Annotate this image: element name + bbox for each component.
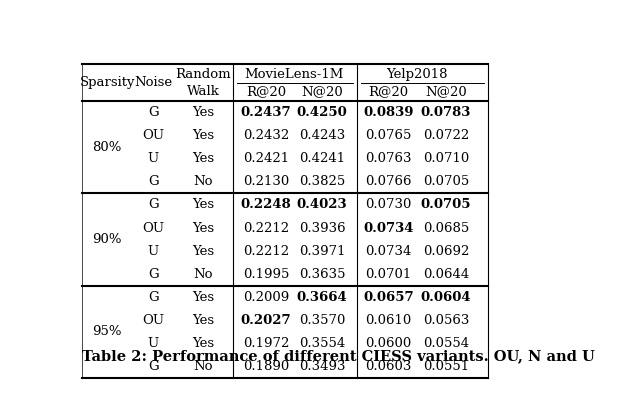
Text: Yes: Yes: [192, 245, 214, 258]
Text: Yes: Yes: [192, 106, 214, 119]
Text: 0.0685: 0.0685: [423, 221, 469, 235]
Text: G: G: [148, 360, 159, 373]
Text: U: U: [148, 337, 159, 350]
Text: G: G: [148, 106, 159, 119]
Text: 0.0722: 0.0722: [423, 129, 469, 142]
Text: 0.2421: 0.2421: [243, 152, 289, 165]
Text: 0.0783: 0.0783: [421, 106, 471, 119]
Text: Yes: Yes: [192, 129, 214, 142]
Text: 0.0604: 0.0604: [420, 291, 472, 304]
Text: 0.3570: 0.3570: [299, 314, 345, 327]
Text: 0.2009: 0.2009: [243, 291, 289, 304]
Text: 0.2027: 0.2027: [241, 314, 291, 327]
Text: No: No: [193, 176, 212, 188]
Text: 0.2212: 0.2212: [243, 245, 289, 258]
Text: 0.0603: 0.0603: [365, 360, 412, 373]
Text: 0.2437: 0.2437: [241, 106, 291, 119]
Text: 0.4023: 0.4023: [297, 198, 348, 211]
Text: 0.0657: 0.0657: [363, 291, 414, 304]
Text: 0.4250: 0.4250: [297, 106, 348, 119]
Text: 0.0710: 0.0710: [423, 152, 469, 165]
Text: 0.2212: 0.2212: [243, 221, 289, 235]
Text: 0.2432: 0.2432: [243, 129, 289, 142]
Text: 0.3664: 0.3664: [297, 291, 348, 304]
Text: Noise: Noise: [134, 76, 172, 89]
Text: 0.0766: 0.0766: [365, 176, 412, 188]
Text: G: G: [148, 267, 159, 281]
Text: N@20: N@20: [425, 85, 467, 99]
Text: 0.3493: 0.3493: [299, 360, 346, 373]
Text: OU: OU: [142, 314, 164, 327]
Text: Yes: Yes: [192, 314, 214, 327]
Text: 80%: 80%: [93, 141, 122, 154]
Text: 0.0705: 0.0705: [420, 198, 471, 211]
Text: No: No: [193, 267, 212, 281]
Text: 0.2130: 0.2130: [243, 176, 289, 188]
Text: Yes: Yes: [192, 198, 214, 211]
Text: 0.0765: 0.0765: [365, 129, 412, 142]
Text: Walk: Walk: [187, 85, 220, 99]
Text: R@20: R@20: [369, 85, 408, 99]
Text: 0.1995: 0.1995: [243, 267, 289, 281]
Text: 0.0763: 0.0763: [365, 152, 412, 165]
Text: 0.0730: 0.0730: [365, 198, 412, 211]
Text: 0.3554: 0.3554: [299, 337, 345, 350]
Text: Yelp2018: Yelp2018: [387, 68, 448, 81]
Text: U: U: [148, 245, 159, 258]
Text: 0.0692: 0.0692: [423, 245, 469, 258]
Text: G: G: [148, 198, 159, 211]
Text: Yes: Yes: [192, 291, 214, 304]
Text: N@20: N@20: [301, 85, 343, 99]
Text: G: G: [148, 291, 159, 304]
Text: 0.0610: 0.0610: [365, 314, 412, 327]
Text: 0.0734: 0.0734: [364, 221, 414, 235]
Text: 95%: 95%: [93, 325, 122, 338]
Text: 0.0644: 0.0644: [423, 267, 469, 281]
Text: U: U: [148, 152, 159, 165]
Text: 0.1972: 0.1972: [243, 337, 289, 350]
Text: 0.4243: 0.4243: [299, 129, 345, 142]
Text: 0.3825: 0.3825: [299, 176, 345, 188]
Text: R@20: R@20: [246, 85, 286, 99]
Text: OU: OU: [142, 129, 164, 142]
Text: Random: Random: [175, 68, 231, 81]
Text: 0.4241: 0.4241: [299, 152, 345, 165]
Text: 0.0839: 0.0839: [364, 106, 414, 119]
Text: 0.0600: 0.0600: [365, 337, 412, 350]
Text: Yes: Yes: [192, 337, 214, 350]
Text: G: G: [148, 176, 159, 188]
Text: 0.0554: 0.0554: [423, 337, 469, 350]
Text: No: No: [193, 360, 212, 373]
Text: MovieLens-1M: MovieLens-1M: [244, 68, 344, 81]
Text: 0.0551: 0.0551: [423, 360, 469, 373]
Text: Sparsity: Sparsity: [79, 76, 135, 89]
Text: 0.2248: 0.2248: [241, 198, 291, 211]
Text: Yes: Yes: [192, 152, 214, 165]
Text: 0.3971: 0.3971: [299, 245, 346, 258]
Text: 0.0563: 0.0563: [423, 314, 469, 327]
Text: 0.0734: 0.0734: [365, 245, 412, 258]
Text: 0.3936: 0.3936: [299, 221, 346, 235]
Text: 0.0705: 0.0705: [423, 176, 469, 188]
Text: 0.0701: 0.0701: [365, 267, 412, 281]
Text: 0.3635: 0.3635: [299, 267, 346, 281]
Text: OU: OU: [142, 221, 164, 235]
Text: Yes: Yes: [192, 221, 214, 235]
Text: 0.1890: 0.1890: [243, 360, 289, 373]
Text: 90%: 90%: [93, 233, 122, 246]
Text: Table 2: Performance of different CIESS variants. OU, N and U: Table 2: Performance of different CIESS …: [83, 349, 595, 363]
